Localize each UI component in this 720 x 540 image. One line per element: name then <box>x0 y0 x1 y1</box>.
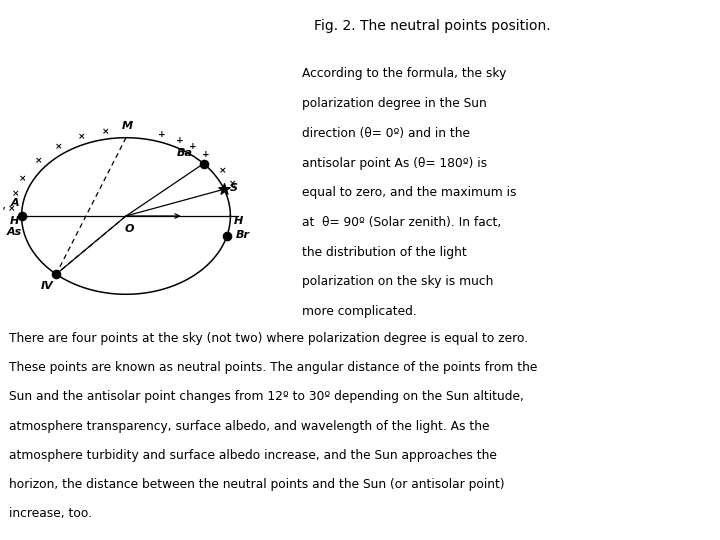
Text: Ba: Ba <box>177 148 193 158</box>
Text: +: + <box>189 142 197 151</box>
Text: increase, too.: increase, too. <box>9 507 91 520</box>
Text: H: H <box>10 216 19 226</box>
Text: polarization on the sky is much: polarization on the sky is much <box>302 275 494 288</box>
Text: ×: × <box>19 174 27 183</box>
Text: ×: × <box>8 204 16 213</box>
Text: M: M <box>122 120 133 131</box>
Text: more complicated.: more complicated. <box>302 305 417 318</box>
Text: ×: × <box>35 156 42 165</box>
Text: atmosphere turbidity and surface albedo increase, and the Sun approaches the: atmosphere turbidity and surface albedo … <box>9 449 497 462</box>
Text: equal to zero, and the maximum is: equal to zero, and the maximum is <box>302 186 517 199</box>
Text: at  θ= 90º (Solar zenith). In fact,: at θ= 90º (Solar zenith). In fact, <box>302 216 502 229</box>
Text: ’: ’ <box>1 205 6 218</box>
Point <box>16 212 27 220</box>
Text: antisolar point As (θ= 180º) is: antisolar point As (θ= 180º) is <box>302 157 487 170</box>
Text: polarization degree in the Sun: polarization degree in the Sun <box>302 97 487 110</box>
Text: O: O <box>125 224 135 234</box>
Text: +: + <box>158 130 165 139</box>
Text: ×: × <box>55 142 63 151</box>
Text: H: H <box>233 216 243 226</box>
Text: the distribution of the light: the distribution of the light <box>302 246 467 259</box>
Text: As: As <box>7 227 22 237</box>
Text: atmosphere transparency, surface albedo, and wavelength of the light. As the: atmosphere transparency, surface albedo,… <box>9 420 489 433</box>
Text: There are four points at the sky (not two) where polarization degree is equal to: There are four points at the sky (not tw… <box>9 332 528 345</box>
Text: These points are known as neutral points. The angular distance of the points fro: These points are known as neutral points… <box>9 361 537 374</box>
Text: horizon, the distance between the neutral points and the Sun (or antisolar point: horizon, the distance between the neutra… <box>9 478 504 491</box>
Text: ×: × <box>228 179 236 188</box>
Text: Fig. 2. The neutral points position.: Fig. 2. The neutral points position. <box>314 19 550 33</box>
Text: IV: IV <box>41 281 54 291</box>
Text: +: + <box>176 136 184 145</box>
Text: +: + <box>202 150 210 159</box>
Point <box>218 185 230 193</box>
Text: direction (θ= 0º) and in the: direction (θ= 0º) and in the <box>302 127 470 140</box>
Text: A: A <box>11 198 19 208</box>
Text: Br: Br <box>235 230 250 240</box>
Text: ×: × <box>102 127 110 136</box>
Text: According to the formula, the sky: According to the formula, the sky <box>302 68 507 80</box>
Text: S: S <box>230 183 238 193</box>
Text: ×: × <box>220 166 227 175</box>
Text: ×: × <box>78 132 85 141</box>
Point <box>50 270 62 279</box>
Point <box>221 232 233 241</box>
Text: ×: × <box>12 190 19 198</box>
Point <box>198 159 210 168</box>
Text: Sun and the antisolar point changes from 12º to 30º depending on the Sun altitud: Sun and the antisolar point changes from… <box>9 390 523 403</box>
